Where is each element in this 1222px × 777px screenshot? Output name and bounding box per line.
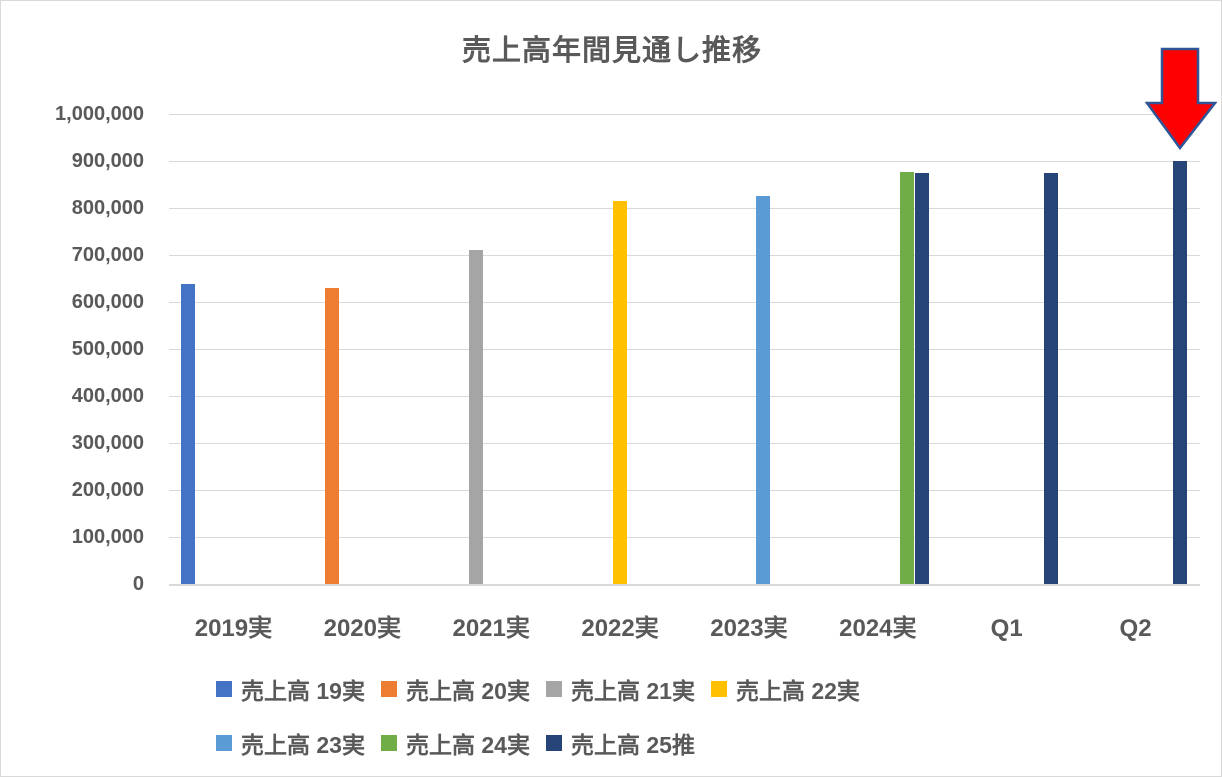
- bar-series4-2022実: [612, 200, 627, 584]
- y-axis-tick-label: 0: [132, 573, 144, 595]
- legend-swatch-icon: [380, 681, 397, 697]
- legend-item-1: 売上高 19実: [216, 672, 365, 706]
- gridline: [169, 114, 1200, 115]
- bar-series5-2023実: [756, 196, 771, 584]
- x-axis-line: [169, 584, 1200, 586]
- legend-swatch-icon: [216, 735, 232, 751]
- y-axis-tick-label: 600,000: [71, 291, 144, 313]
- legend-label: 売上高 25推: [570, 732, 695, 758]
- gridline: [169, 490, 1200, 491]
- legend-item-3: 売上高 21実: [545, 672, 695, 706]
- bar-series6-2024実: [900, 171, 915, 584]
- legend-label: 売上高 19実: [241, 678, 365, 704]
- y-axis-tick-label: 1,000,000: [55, 103, 144, 125]
- bar-series3-2021実: [468, 250, 483, 584]
- bar-series1-2019実: [180, 284, 195, 584]
- legend-swatch-icon: [545, 735, 562, 751]
- y-axis-tick-label: 400,000: [71, 385, 144, 407]
- gridline: [169, 302, 1200, 303]
- red-down-arrow-icon: [1145, 47, 1217, 151]
- bar-series7-Q1: [1044, 172, 1059, 584]
- x-axis-label-2024実: 2024実: [839, 615, 917, 642]
- legend-label: 売上高 24実: [405, 732, 530, 758]
- x-axis-label-Q1: Q1: [990, 615, 1023, 642]
- legend-swatch-icon: [710, 681, 727, 697]
- gridline: [169, 208, 1200, 209]
- x-axis-label-2022実: 2022実: [581, 615, 659, 642]
- y-axis-tick-label: 100,000: [71, 526, 144, 548]
- legend-item-5: 売上高 23実: [216, 726, 365, 760]
- legend-row-2: 売上高 23実 売上高 24実 売上高 25推: [216, 721, 695, 765]
- x-axis-label-2023実: 2023実: [710, 615, 788, 642]
- legend-swatch-icon: [545, 681, 562, 697]
- x-axis-label-2019実: 2019実: [194, 615, 273, 642]
- y-axis-tick-label: 700,000: [71, 244, 144, 266]
- y-axis-tick-label: 800,000: [71, 197, 144, 219]
- bar-series7-2024実: [915, 172, 930, 584]
- bar-series7-Q2: [1173, 161, 1188, 584]
- bar-series2-2020実: [324, 287, 339, 584]
- x-axis-label-Q2: Q2: [1119, 615, 1152, 642]
- y-axis-tick-label: 200,000: [71, 479, 144, 501]
- y-axis-tick-label: 500,000: [71, 338, 144, 360]
- gridline: [169, 349, 1200, 350]
- legend-label: 売上高 22実: [735, 678, 860, 704]
- legend-item-2: 売上高 20実: [380, 672, 530, 706]
- gridline: [169, 396, 1200, 397]
- legend-item-4: 売上高 22実: [710, 672, 860, 706]
- legend-label: 売上高 20実: [405, 678, 530, 704]
- legend-item-7: 売上高 25推: [545, 726, 695, 760]
- gridline: [169, 161, 1200, 162]
- legend-swatch-icon: [216, 681, 232, 697]
- gridline: [169, 537, 1200, 538]
- chart-title: 売上高年間見通し推移: [461, 35, 762, 67]
- gridline: [169, 255, 1200, 256]
- x-axis-label-2020実: 2020実: [323, 615, 401, 642]
- x-axis-label-2021実: 2021実: [452, 615, 530, 642]
- legend-label: 売上高 23実: [241, 732, 365, 758]
- legend-label: 売上高 21実: [570, 678, 695, 704]
- legend-row-1: 売上高 19実 売上高 20実 売上高 21実 売上高 22実: [216, 667, 860, 711]
- y-axis-tick-label: 900,000: [71, 150, 144, 172]
- legend-item-6: 売上高 24実: [380, 726, 530, 760]
- y-axis-tick-label: 300,000: [71, 432, 144, 454]
- legend-swatch-icon: [380, 735, 397, 751]
- gridline: [169, 443, 1200, 444]
